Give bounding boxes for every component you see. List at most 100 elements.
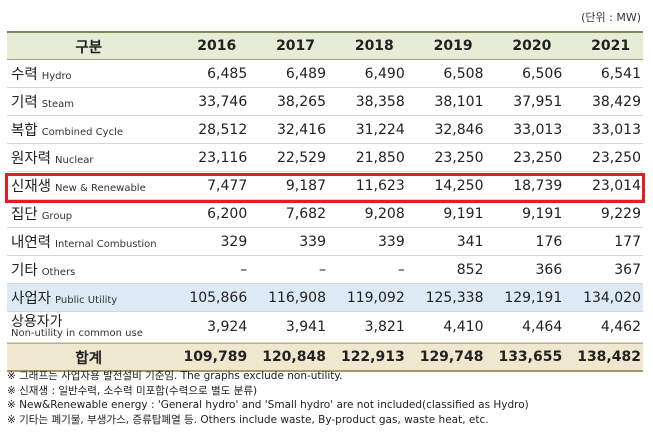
row-label: 기타 Others [7, 259, 170, 280]
table-cell: 38,265 [276, 93, 326, 110]
header-category: 구분 [75, 39, 103, 56]
row-label-en: Others [41, 267, 76, 278]
footnote: ※ 신재생 : 일반수력, 소수력 미포함(수력으로 별도 분류) [7, 384, 258, 397]
row-label-kr: 상용자가 [11, 314, 63, 330]
table-cell: 23,250 [513, 149, 563, 166]
row-label-kr: 내연력 [11, 235, 52, 251]
row-label-en: Nuclear [55, 155, 94, 166]
table-cell: 125,338 [425, 289, 484, 306]
row-label-en: Group [41, 211, 73, 222]
table-cell: 9,191 [522, 205, 563, 222]
table-row-total: 합계 109,789 120,848 122,913 129,748 133,6… [7, 343, 643, 372]
table-cell: 341 [456, 233, 484, 250]
table-row-hydro: 수력 Hydro 6,485 6,489 6,490 6,508 6,506 6,… [7, 60, 643, 88]
table-cell: 120,848 [262, 349, 326, 365]
table-cell: 23,014 [591, 177, 641, 194]
table-cell: 134,020 [583, 289, 641, 306]
table-cell: 4,464 [522, 319, 563, 335]
total-label: 합계 [75, 350, 103, 367]
header-year: 2021 [591, 38, 631, 54]
row-label-kr: 집단 [11, 207, 38, 223]
table-cell: 23,250 [434, 149, 484, 166]
table-cell: 339 [299, 233, 326, 250]
row-label: 사업자 Public Utility [7, 287, 170, 308]
row-label-kr: 수력 [11, 67, 38, 83]
footnote: ※ 그래프는 사업자용 발전설비 기준임. The graphs exclude… [7, 370, 343, 382]
row-label: 신재생 New & Renewable [7, 175, 170, 196]
table-cell: – [318, 261, 326, 278]
row-label: 원자력 Nuclear [7, 147, 170, 168]
table-cell: 31,224 [355, 121, 405, 138]
table-cell: 4,462 [600, 319, 641, 335]
row-label-en: New & Renewable [55, 183, 146, 194]
table-row-internal-combustion: 내연력 Internal Combustion 329 339 339 341 1… [7, 228, 643, 256]
row-label-en: Non-utility in common use [11, 328, 143, 339]
row-label: 기력 Steam [7, 91, 170, 112]
row-label-kr: 복합 [11, 123, 38, 139]
table-cell: – [397, 261, 405, 278]
table-row-group: 집단 Group 6,200 7,682 9,208 9,191 9,191 9,… [7, 200, 643, 228]
row-label-en: Hydro [41, 71, 72, 82]
table-row-public-utility: 사업자 Public Utility 105,866 116,908 119,09… [7, 284, 643, 312]
table-cell: 129,748 [419, 349, 484, 365]
table-cell: 129,191 [504, 289, 563, 306]
table-cell: 28,512 [198, 121, 248, 138]
row-label-en: Public Utility [55, 295, 118, 306]
row-label-en: Internal Combustion [55, 239, 157, 250]
table-cell: 4,410 [443, 319, 484, 335]
table-row-combined-cycle: 복합 Combined Cycle 28,512 32,416 31,224 32… [7, 116, 643, 144]
table-cell: – [240, 261, 248, 278]
table-cell: 6,541 [600, 65, 641, 82]
row-label: 복합 Combined Cycle [7, 119, 170, 140]
table-cell: 138,482 [577, 349, 641, 365]
table-cell: 9,187 [285, 177, 326, 194]
table-cell: 38,101 [434, 93, 484, 110]
row-label: 집단 Group [7, 203, 170, 224]
table-cell: 367 [614, 261, 641, 278]
row-label-en: Combined Cycle [41, 127, 124, 138]
row-label: 내연력 Internal Combustion [7, 231, 170, 252]
row-label-en: Steam [41, 99, 74, 110]
header-year: 2016 [197, 38, 237, 54]
header-year: 2020 [512, 38, 552, 54]
footnotes: ※ 그래프는 사업자용 발전설비 기준임. The graphs exclude… [7, 369, 647, 427]
footnote: ※ 기타는 폐기물, 부생가스, 증류탑폐열 등. Others include… [7, 413, 489, 426]
table-cell: 22,529 [276, 149, 326, 166]
table-cell: 6,508 [443, 65, 484, 82]
table-cell: 852 [456, 261, 484, 278]
table-cell: 7,682 [285, 205, 326, 222]
table-cell: 23,116 [198, 149, 248, 166]
table-cell: 6,489 [285, 65, 326, 82]
row-label-kr: 사업자 [11, 291, 52, 307]
table-cell: 11,623 [355, 177, 405, 194]
table-cell: 32,416 [276, 121, 326, 138]
table-row-nuclear: 원자력 Nuclear 23,116 22,529 21,850 23,250 2… [7, 144, 643, 172]
table-cell: 105,866 [189, 289, 248, 306]
table-cell: 177 [614, 233, 641, 250]
table-cell: 7,477 [207, 177, 248, 194]
table-cell: 21,850 [355, 149, 405, 166]
table-row-others: 기타 Others – – – 852 366 367 [7, 256, 643, 284]
table-cell: 9,208 [364, 205, 405, 222]
table-cell: 366 [535, 261, 563, 278]
table-cell: 9,191 [443, 205, 484, 222]
table-cell: 176 [535, 233, 563, 250]
table-cell: 339 [378, 233, 405, 250]
table-row-new-renewable: 신재생 New & Renewable 7,477 9,187 11,623 14… [7, 172, 643, 200]
table-row-non-utility: 상용자가 Non-utility in common use 3,924 3,94… [7, 312, 643, 343]
row-label-kr: 기력 [11, 95, 38, 111]
table-cell: 133,655 [498, 349, 563, 365]
row-label: 상용자가 Non-utility in common use [7, 315, 170, 339]
table-cell: 3,924 [207, 319, 248, 335]
header-year: 2018 [354, 38, 394, 54]
table-cell: 329 [220, 233, 248, 250]
table-cell: 18,739 [513, 177, 563, 194]
table-cell: 32,846 [434, 121, 484, 138]
table-cell: 3,821 [364, 319, 405, 335]
unit-label: (단위 : MW) [581, 11, 641, 24]
header-year: 2019 [433, 38, 473, 54]
row-label-kr: 신재생 [11, 179, 52, 195]
table-cell: 6,490 [364, 65, 405, 82]
row-label-kr: 기타 [11, 263, 38, 279]
table-cell: 38,358 [355, 93, 405, 110]
